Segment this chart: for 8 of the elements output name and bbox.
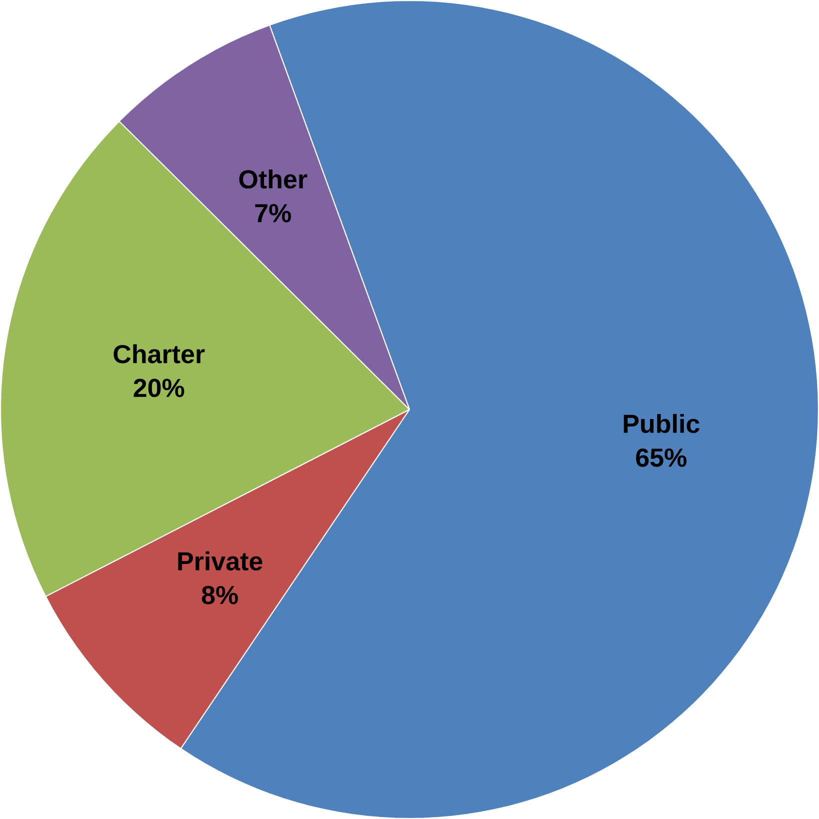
data-label: 65% <box>636 448 686 467</box>
data-label: 8% <box>202 586 238 604</box>
slice-label: Charter <box>114 344 205 364</box>
data-label: 7% <box>255 204 291 222</box>
slice-label: Public <box>624 414 700 434</box>
slice-label: Other <box>239 169 308 189</box>
slice-label: Private <box>178 551 262 571</box>
data-label: 20% <box>134 378 184 398</box>
